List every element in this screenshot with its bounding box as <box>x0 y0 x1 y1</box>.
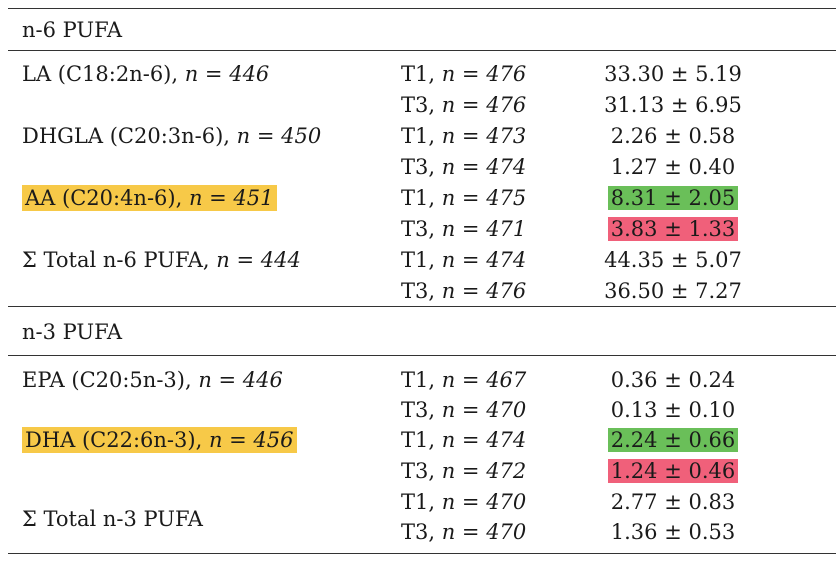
timepoint-epa-t1: T1, n = 467 <box>401 368 527 392</box>
timepoint-aa-t1: T1, n = 475 <box>401 186 527 210</box>
value-total-n3-t1: 2.77 ± 0.83 <box>610 490 736 514</box>
section-title-n3: n-3 PUFA <box>22 320 123 344</box>
highlight-aa: AA (C20:4n-6), n = 451 <box>22 185 277 211</box>
value-dhgla-t3: 1.27 ± 0.40 <box>610 155 736 179</box>
value-dha-t3: 1.24 ± 0.46 <box>568 457 778 485</box>
group-label-dha: DHA (C22:6n-3), n = 456 <box>22 426 297 454</box>
timepoint-la-t3: T3, n = 476 <box>401 93 527 117</box>
timepoint-total-n3-t1: T1, n = 470 <box>401 490 527 514</box>
timepoint-dhgla-t1: T1, n = 473 <box>401 124 527 148</box>
group-label-total-n3: Σ Total n-3 PUFA <box>22 507 203 531</box>
section-rule-n6-end <box>8 306 836 307</box>
value-epa-t3: 0.13 ± 0.10 <box>610 398 736 422</box>
value-aa-t1: 8.31 ± 2.05 <box>568 184 778 212</box>
table-top-rule <box>8 8 836 9</box>
value-dha-t1: 2.24 ± 0.66 <box>568 426 778 454</box>
timepoint-total-n6-t3: T3, n = 476 <box>401 279 527 303</box>
section-rule-n3-header <box>8 355 836 356</box>
group-label-total-n6: Σ Total n-6 PUFA, n = 444 <box>22 248 301 272</box>
value-la-t3: 31.13 ± 6.95 <box>604 93 742 117</box>
highlight-dha: DHA (C22:6n-3), n = 456 <box>22 427 297 453</box>
group-label-dhgla: DHGLA (C20:3n-6), n = 450 <box>22 124 322 148</box>
value-total-n6-t1: 44.35 ± 5.07 <box>604 248 742 272</box>
section-title-n6: n-6 PUFA <box>22 18 123 42</box>
timepoint-epa-t3: T3, n = 470 <box>401 398 527 422</box>
table-bottom-rule <box>8 553 836 554</box>
timepoint-dha-t3: T3, n = 472 <box>401 459 527 483</box>
value-dhgla-t1: 2.26 ± 0.58 <box>610 124 736 148</box>
timepoint-dhgla-t3: T3, n = 474 <box>401 155 527 179</box>
section-rule-n6-header <box>8 50 836 51</box>
timepoint-dha-t1: T1, n = 474 <box>401 428 527 452</box>
value-total-n3-t3: 1.36 ± 0.53 <box>610 520 736 544</box>
timepoint-la-t1: T1, n = 476 <box>401 62 527 86</box>
value-epa-t1: 0.36 ± 0.24 <box>610 368 736 392</box>
value-aa-t3: 3.83 ± 1.33 <box>568 215 778 243</box>
timepoint-total-n6-t1: T1, n = 474 <box>401 248 527 272</box>
group-label-aa: AA (C20:4n-6), n = 451 <box>22 184 277 212</box>
timepoint-total-n3-t3: T3, n = 470 <box>401 520 527 544</box>
group-label-epa: EPA (C20:5n-3), n = 446 <box>22 368 283 392</box>
timepoint-aa-t3: T3, n = 471 <box>401 217 527 241</box>
value-la-t1: 33.30 ± 5.19 <box>604 62 742 86</box>
value-total-n6-t3: 36.50 ± 7.27 <box>604 279 742 303</box>
group-label-la: LA (C18:2n-6), n = 446 <box>22 62 270 86</box>
